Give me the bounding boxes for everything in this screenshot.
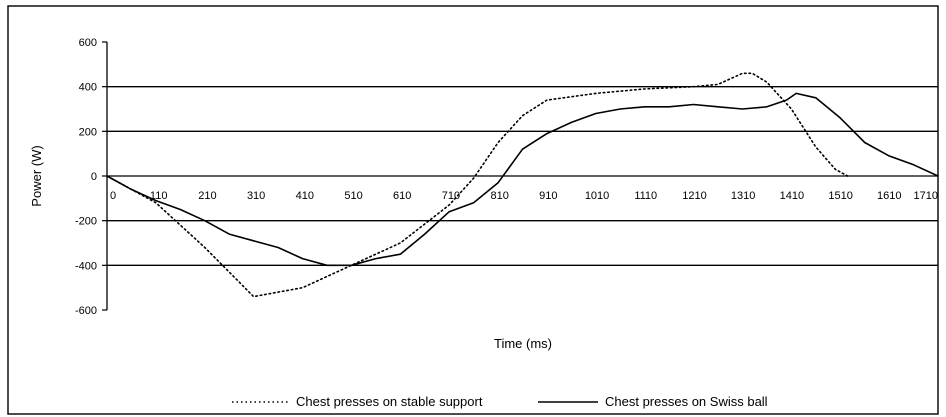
- legend: Chest presses on stable support Chest pr…: [232, 394, 768, 409]
- x-tick-label: 1410: [780, 190, 804, 202]
- series-line-swiss-ball: [106, 92, 939, 267]
- legend-label-stable-support: Chest presses on stable support: [296, 394, 483, 409]
- x-tick-label: 1510: [828, 190, 852, 202]
- x-tick-label: 210: [198, 190, 216, 202]
- legend-label-swiss-ball: Chest presses on Swiss ball: [605, 394, 768, 409]
- x-tick-label: 0: [110, 190, 116, 202]
- x-tick-label: 1210: [682, 190, 706, 202]
- y-tick-label: 400: [79, 82, 97, 94]
- series-lines: [106, 72, 939, 298]
- x-tick-label: 1010: [585, 190, 609, 202]
- y-tick-label: 0: [91, 171, 97, 183]
- x-axis-title: Time (ms): [494, 336, 552, 351]
- x-tick-label: 910: [539, 190, 557, 202]
- y-tick-label: 200: [79, 126, 97, 138]
- chart-frame: [7, 5, 939, 415]
- gridlines: [107, 86, 938, 266]
- x-tick-label: 1610: [877, 190, 901, 202]
- x-tick-label: 810: [490, 190, 508, 202]
- x-tick-label: 1310: [731, 190, 755, 202]
- y-tick-label: -200: [75, 216, 97, 228]
- y-axis-title: Power (W): [29, 145, 44, 206]
- x-tick-label: 410: [296, 190, 314, 202]
- x-tick-label: 310: [247, 190, 265, 202]
- y-tick-label: -600: [75, 305, 97, 317]
- x-tick-label: 1710: [914, 190, 938, 202]
- x-tick-label: 1110: [634, 190, 657, 202]
- x-tick-label: 510: [344, 190, 362, 202]
- y-tick-labels: 600 400 200 0 -200 -400 -600: [75, 37, 97, 317]
- y-tick-label: -400: [75, 260, 97, 272]
- x-tick-label: 110: [150, 190, 168, 202]
- y-tick-label: 600: [79, 37, 97, 49]
- series-line-stable-support: [106, 72, 849, 298]
- x-tick-label: 610: [393, 190, 411, 202]
